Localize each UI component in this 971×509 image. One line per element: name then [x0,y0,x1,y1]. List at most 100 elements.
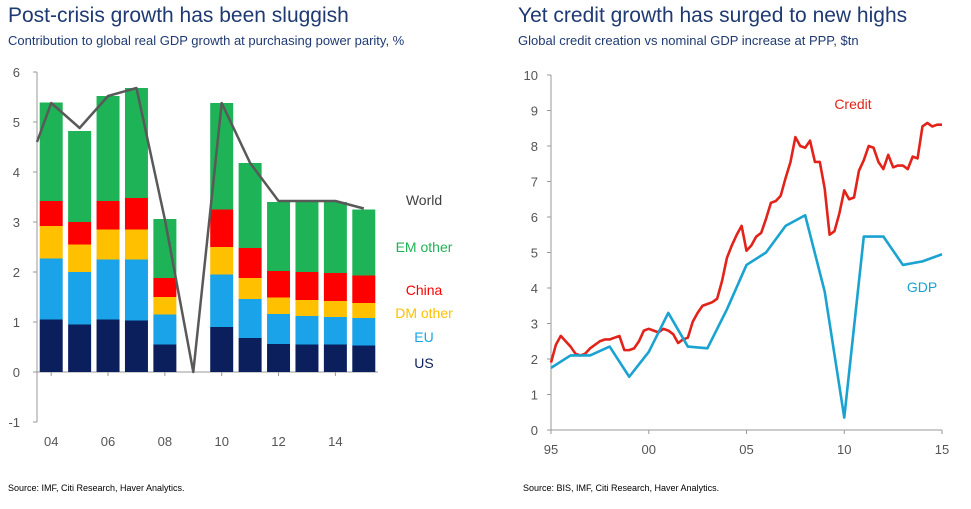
left-chart-subtitle: Contribution to global real GDP growth a… [8,33,405,48]
bar-segment-dm-other [68,244,92,272]
y-tick-label: 2 [531,352,538,367]
y-tick-label: 5 [531,246,538,261]
y-tick-label: 5 [13,115,20,130]
bar-segment-em-other [39,102,63,201]
legend-item: China [406,282,443,298]
bar-segment-eu [323,317,347,345]
x-tick-label: 08 [158,434,172,449]
y-tick-label: 3 [531,317,538,332]
bar-segment-em-other [295,202,319,272]
bar-segment-us [210,327,234,372]
bar-segment-china [210,209,234,247]
right-chart-source: Source: BIS, IMF, Citi Research, Haver A… [523,483,720,493]
bar-segment-eu [238,299,262,338]
bar-segment-eu [352,318,376,346]
bar-segment-em-other [96,96,120,201]
gdp-line [550,213,943,419]
x-tick-label: 15 [935,442,949,457]
bar-segment-china [352,275,376,303]
bar-segment-em-other [124,88,148,198]
bar-segment-china [267,271,291,298]
bar-segment-em-other [238,163,262,248]
bar-segment-china [96,201,120,230]
y-tick-label: 6 [531,210,538,225]
left-chart-title: Post-crisis growth has been sluggish [8,4,349,27]
bar-segment-us [39,319,63,372]
y-tick-label: 7 [531,175,538,190]
bar-segment-em-other [267,202,291,271]
y-tick-label: 2 [13,265,20,280]
credit-line [549,121,942,363]
bar-segment-dm-other [153,297,177,315]
bar-segment-us [352,345,376,372]
legend-item: DM other [395,305,453,321]
world-line [35,86,365,374]
y-tick-label: 4 [531,281,538,296]
bar-segment-em-other [323,202,347,273]
bar-segment-dm-other [210,247,234,275]
bar-segment-em-other [352,209,376,276]
bar-segment-dm-other [39,226,63,259]
x-tick-label: 12 [271,434,285,449]
y-tick-label: 0 [13,365,20,380]
left-chart-panel: Post-crisis growth has been sluggish Con… [8,4,453,493]
bar-segment-china [39,201,63,226]
right-chart-plot: 0 1 2 3 4 5 6 7 8 9 10 95 00 05 10 15 Credit GDP [524,68,950,457]
bar-segment-china [238,248,262,278]
bar-segment-us [153,344,177,372]
right-chart-title: Yet credit growth has surged to new high… [518,4,908,27]
x-tick-label: 95 [544,442,558,457]
bar-segment-dm-other [352,303,376,318]
y-tick-label: 8 [531,139,538,154]
bar-segment-eu [39,258,63,320]
bar-segment-eu [210,274,234,327]
bar-segment-dm-other [323,301,347,317]
bar-segment-dm-other [267,297,291,314]
bar-segment-china [68,222,92,245]
x-tick-label: 04 [44,434,58,449]
y-tick-label: 10 [524,68,538,83]
bar-segment-china [153,278,177,297]
bar-segment-dm-other [295,300,319,316]
bar-segment-china [295,272,319,300]
y-tick-label: 1 [531,388,538,403]
bar-segment-dm-other [96,229,120,260]
legend-item: EM other [396,239,453,255]
y-tick-label: 1 [13,315,20,330]
bar-segment-us [323,344,347,372]
x-tick-label: 10 [214,434,228,449]
bar-segment-china [124,198,148,230]
bar-segment-eu [124,259,148,321]
right-chart-panel: Yet credit growth has surged to new high… [510,0,971,509]
x-tick-label: 06 [101,434,115,449]
bar-segment-em-other [210,103,234,210]
x-tick-label: 05 [739,442,753,457]
bar-segment-us [96,319,120,372]
legend-item: World [406,192,442,208]
bar-segment-us [68,324,92,372]
bar-segment-dm-other [124,229,148,260]
bar-segment-eu [153,314,177,345]
x-tick-label: 14 [328,434,342,449]
x-tick-label: 10 [837,442,851,457]
y-tick-label: 0 [531,423,538,438]
x-tick-label: 00 [642,442,656,457]
y-tick-label: -1 [8,415,20,430]
bar-segment-us [267,344,291,372]
series-label: Credit [834,96,871,112]
y-tick-label: 9 [531,104,538,119]
right-chart-subtitle: Global credit creation vs nominal GDP in… [518,33,859,48]
bar-segment-us [295,344,319,372]
legend-item: EU [414,329,433,345]
bar-segment-em-other [153,219,177,278]
legend-item: US [414,355,433,371]
bar-segment-eu [267,314,291,344]
left-chart-source: Source: IMF, Citi Research, Haver Analyt… [8,483,185,493]
y-tick-label: 6 [13,65,20,80]
bar-segment-dm-other [238,278,262,299]
bar-segment-us [124,320,148,372]
bar-segment-eu [68,272,92,325]
bar-segment-eu [295,316,319,345]
series-label: GDP [907,279,937,295]
